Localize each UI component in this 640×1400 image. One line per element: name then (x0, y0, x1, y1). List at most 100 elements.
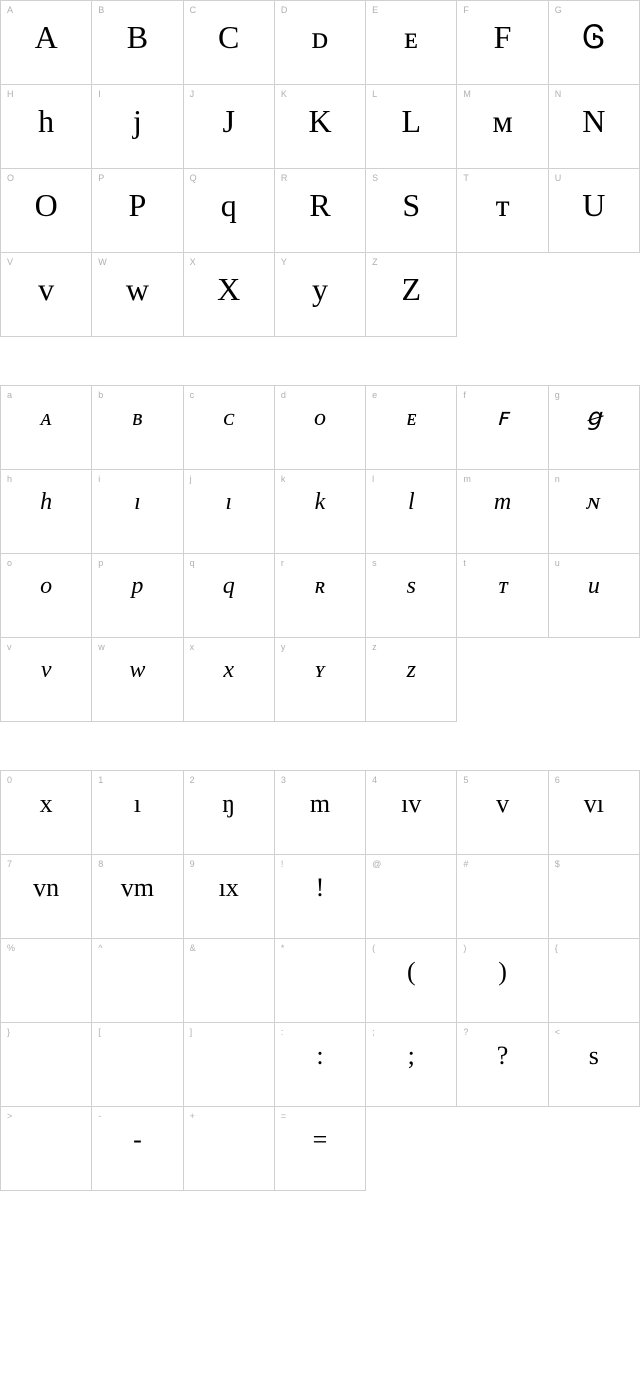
uppercase-cell: GᎶ (549, 1, 640, 85)
cell-glyph: - (92, 1127, 182, 1153)
cell-glyph: X (184, 273, 274, 305)
lowercase-cell: jı (184, 470, 275, 554)
cell-label: N (555, 89, 562, 99)
cell-glyph: j (92, 105, 182, 137)
uppercase-cell: Yy (275, 253, 366, 337)
uppercase-cell: Tᴛ (457, 169, 548, 253)
cell-label: Q (190, 173, 197, 183)
cell-glyph: m (457, 490, 547, 514)
cell-label: ? (463, 1027, 468, 1037)
lowercase-cell: ww (92, 638, 183, 722)
uppercase-cell: LL (366, 85, 457, 169)
symbols-grid: 0x1ı2ŋ3m4ıv5v6vı7vn8vm9ıx!!@#$%^&*(()){}… (0, 770, 640, 1191)
cell-label: X (190, 257, 196, 267)
cell-glyph: h (1, 105, 91, 137)
cell-glyph: ıv (366, 791, 456, 817)
cell-label: 7 (7, 859, 12, 869)
cell-label: - (98, 1111, 101, 1121)
cell-glyph: vn (1, 875, 91, 901)
lowercase-cell: ss (366, 554, 457, 638)
cell-label: b (98, 390, 103, 400)
cell-label: B (98, 5, 104, 15)
cell-label: o (7, 558, 12, 568)
lowercase-cell: aᴀ (1, 386, 92, 470)
cell-label: 6 (555, 775, 560, 785)
cell-label: + (190, 1111, 195, 1121)
cell-glyph: s (549, 1043, 639, 1069)
cell-label: 3 (281, 775, 286, 785)
symbols-cell: % (1, 939, 92, 1023)
cell-glyph: u (549, 574, 639, 598)
cell-glyph: y (275, 273, 365, 305)
cell-glyph: ꜰ (457, 406, 547, 430)
uppercase-cell: PP (92, 169, 183, 253)
uppercase-cell: UU (549, 169, 640, 253)
lowercase-grid: aᴀbʙcᴄdᴏeᴇfꜰgꞡhhiıjıkkllmmnɴooppqqrʀsstᴛ… (0, 385, 640, 722)
cell-label: 1 (98, 775, 103, 785)
cell-glyph: R (275, 189, 365, 221)
cell-glyph: ʀ (275, 574, 365, 598)
symbols-cell: & (184, 939, 275, 1023)
cell-glyph: L (366, 105, 456, 137)
cell-glyph: s (366, 574, 456, 598)
cell-label: E (372, 5, 378, 15)
cell-label: k (281, 474, 286, 484)
uppercase-grid: AABBCCDᴅEᴇFFGᎶHhIjJJKKLLMᴍNNOOPPQqRRSSTᴛ… (0, 0, 640, 337)
symbols-cell: 4 ıv (366, 771, 457, 855)
symbols-cell: [ (92, 1023, 183, 1107)
cell-label: A (7, 5, 13, 15)
symbols-cell: $ (549, 855, 640, 939)
cell-label: x (190, 642, 195, 652)
cell-glyph: ᴍ (457, 105, 547, 137)
cell-glyph: vm (92, 875, 182, 901)
cell-glyph: l (366, 490, 456, 514)
cell-label: t (463, 558, 466, 568)
cell-label: ! (281, 859, 284, 869)
symbols-cell: * (275, 939, 366, 1023)
cell-label: c (190, 390, 195, 400)
cell-label: ] (190, 1027, 193, 1037)
cell-label: $ (555, 859, 560, 869)
cell-label: u (555, 558, 560, 568)
uppercase-cell: Dᴅ (275, 1, 366, 85)
cell-label: # (463, 859, 468, 869)
symbols-cell: ;; (366, 1023, 457, 1107)
cell-label: j (190, 474, 192, 484)
uppercase-cell: Mᴍ (457, 85, 548, 169)
cell-label: < (555, 1027, 560, 1037)
cell-label: ; (372, 1027, 375, 1037)
uppercase-section: AABBCCDᴅEᴇFFGᎶHhIjJJKKLLMᴍNNOOPPQqRRSSTᴛ… (0, 0, 640, 337)
cell-glyph: ı (92, 791, 182, 817)
cell-glyph: ᴀ (1, 406, 91, 430)
uppercase-cell: JJ (184, 85, 275, 169)
cell-glyph: o (1, 574, 91, 598)
cell-glyph: m (275, 791, 365, 817)
cell-label: r (281, 558, 284, 568)
cell-label: d (281, 390, 286, 400)
cell-glyph: h (1, 490, 91, 514)
cell-glyph: z (366, 658, 456, 682)
lowercase-cell: uu (549, 554, 640, 638)
lowercase-cell: nɴ (549, 470, 640, 554)
cell-glyph: q (184, 574, 274, 598)
cell-glyph: ʙ (92, 406, 182, 430)
cell-label: P (98, 173, 104, 183)
cell-glyph: ᴏ (275, 406, 365, 430)
cell-glyph: = (275, 1127, 365, 1153)
cell-glyph: ! (275, 875, 365, 901)
cell-glyph: ı (184, 490, 274, 514)
lowercase-cell: gꞡ (549, 386, 640, 470)
symbols-cell: ?? (457, 1023, 548, 1107)
cell-glyph: ᴠ (1, 273, 91, 305)
cell-label: O (7, 173, 14, 183)
cell-label: V (7, 257, 13, 267)
cell-glyph: F (457, 21, 547, 53)
cell-glyph: ; (366, 1043, 456, 1069)
cell-label: J (190, 89, 195, 99)
uppercase-cell: XX (184, 253, 275, 337)
cell-label: 4 (372, 775, 377, 785)
lowercase-section: aᴀbʙcᴄdᴏeᴇfꜰgꞡhhiıjıkkllmmnɴooppqqrʀsstᴛ… (0, 385, 640, 722)
cell-glyph: J (184, 105, 274, 137)
cell-glyph: : (275, 1043, 365, 1069)
uppercase-cell: CC (184, 1, 275, 85)
